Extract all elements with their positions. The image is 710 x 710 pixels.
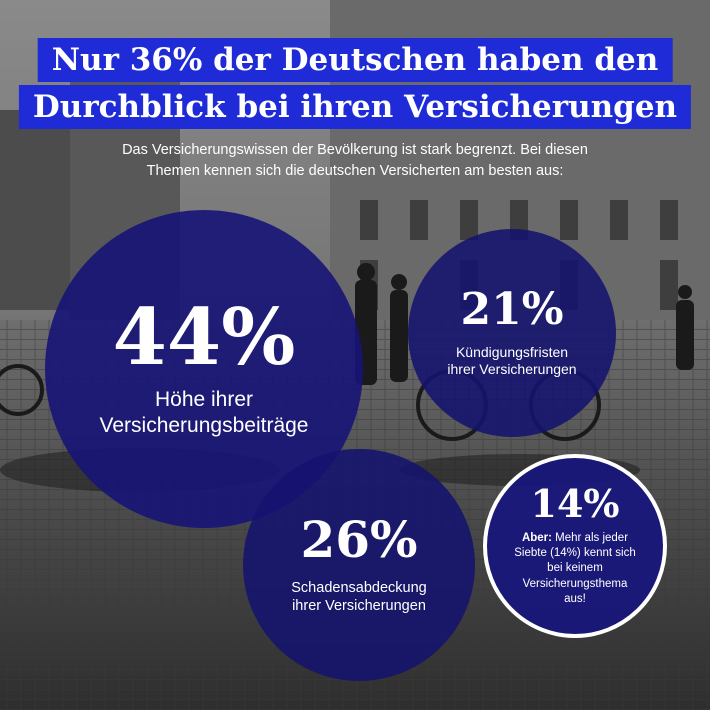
intro-text-line-1: Das Versicherungswissen der Bevölkerung … [122,142,588,158]
stat-label-no-knowledge-line-5: aus! [564,592,586,605]
intro-text: Das Versicherungswissen der Bevölkerung … [0,140,710,182]
stat-label-cancellation-line-1: Kündigungsfristen [455,343,569,360]
stat-percent-cancellation: 21% [460,283,564,335]
stat-label-no-knowledge-lead: Aber: [521,532,552,545]
stat-label-cancellation-line-2: ihrer Versicherungen [447,361,577,377]
stat-label-cancellation: Kündigungsfristen ihrer Versicherungen [447,344,576,379]
stat-label-premiums: Höhe ihrer Versicherungsbeiträge [100,387,309,440]
stat-label-no-knowledge: Aber: Mehr als jeder Siebte (14%) kennt … [514,531,635,607]
headline-line-1: Nur 36% der Deutschen haben den [37,38,673,82]
stat-label-no-knowledge-line-4: Versicherungsthema [522,577,628,590]
stat-label-premiums-line-1: Höhe ihrer [154,387,254,411]
stat-circle-cancellation: 21% Kündigungsfristen ihrer Versicherung… [408,229,616,437]
stat-label-no-knowledge-line-2: Siebte (14%) kennt sich [514,547,636,560]
stat-label-coverage-line-1: Schadensabdeckung [291,579,427,596]
stat-label-premiums-line-2: Versicherungsbeiträge [99,414,309,437]
stat-label-coverage: Schadensabdeckung ihrer Versicherungen [291,579,426,615]
stat-label-no-knowledge-line-3: bei keinem [547,562,603,575]
stat-percent-premiums: 44% [112,291,296,383]
stat-circle-no-knowledge: 14% Aber: Mehr als jeder Siebte (14%) ke… [483,454,667,638]
stat-percent-coverage: 26% [300,509,418,569]
stat-label-coverage-line-2: ihrer Versicherungen [292,598,426,614]
stat-percent-no-knowledge: 14% [530,481,620,527]
stat-label-no-knowledge-line-1: Mehr als jeder [551,532,629,545]
intro-text-line-2: Themen kennen sich die deutschen Versich… [146,163,564,179]
headline-line-2: Durchblick bei ihren Versicherungen [18,85,692,129]
stat-circle-coverage: 26% Schadensabdeckung ihrer Versicherung… [243,449,475,681]
